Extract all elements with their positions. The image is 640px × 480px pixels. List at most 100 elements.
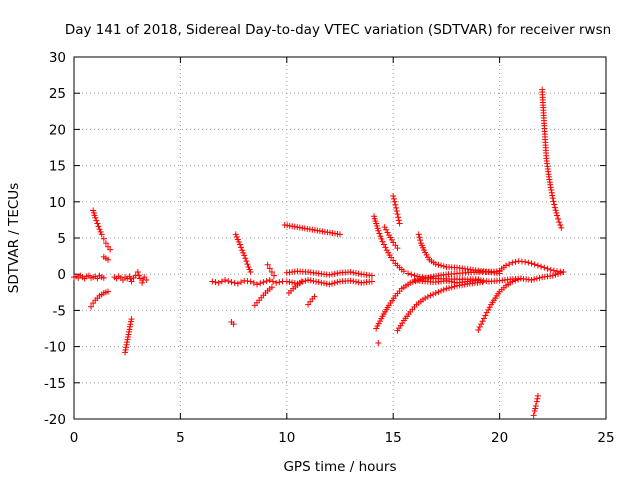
series-arc-8-down	[251, 284, 275, 309]
data-point	[525, 259, 532, 266]
data-point	[435, 261, 442, 268]
data-point	[234, 236, 241, 243]
data-point	[534, 262, 541, 269]
data-point	[428, 273, 435, 280]
x-axis-label: GPS time / hours	[283, 459, 396, 475]
data-point	[400, 268, 407, 275]
data-point	[485, 306, 492, 313]
data-point	[550, 267, 557, 274]
data-point	[268, 284, 275, 291]
data-point	[257, 280, 264, 287]
data-point	[415, 231, 422, 238]
series-band-16-23	[411, 269, 567, 286]
data-point	[268, 269, 275, 276]
data-point	[394, 245, 401, 252]
data-point	[549, 192, 556, 199]
chart-title: Day 141 of 2018, Sidereal Day-to-day VTE…	[65, 22, 611, 38]
data-point	[432, 261, 439, 268]
data-point	[289, 279, 296, 286]
x-tick-label: 5	[176, 430, 185, 446]
data-point	[350, 269, 357, 276]
x-tick-label: 20	[491, 430, 508, 446]
data-point	[241, 252, 248, 259]
data-point	[136, 275, 143, 282]
data-point	[234, 280, 241, 287]
data-point	[448, 278, 455, 285]
data-point	[105, 288, 112, 295]
data-point	[127, 275, 134, 282]
data-point	[476, 324, 483, 331]
data-point	[556, 219, 563, 226]
series-cross-arc-a	[371, 213, 482, 283]
data-point	[479, 318, 486, 325]
series-spike-22	[539, 86, 565, 231]
data-point	[215, 279, 222, 286]
data-point	[331, 279, 338, 286]
data-point	[395, 217, 402, 224]
data-point	[266, 276, 273, 283]
series-flat-6-9	[209, 276, 286, 288]
series-arc-1-up	[90, 207, 114, 253]
data-point	[334, 279, 341, 286]
data-point	[533, 275, 540, 282]
data-point	[105, 256, 112, 263]
data-point	[552, 271, 559, 278]
data-point	[547, 266, 554, 273]
data-point	[448, 284, 455, 291]
data-point	[271, 272, 278, 279]
data-point	[96, 226, 103, 233]
y-tick-label: 0	[57, 267, 66, 283]
data-point	[238, 244, 245, 251]
data-point	[551, 201, 558, 208]
y-tick-label: 10	[49, 195, 66, 211]
data-point	[422, 295, 429, 302]
data-point	[247, 278, 254, 285]
data-point	[368, 278, 375, 285]
y-tick-label: -10	[44, 340, 66, 356]
series-band-10-14	[283, 268, 375, 279]
data-point	[480, 315, 487, 322]
data-point	[547, 184, 554, 191]
data-point	[483, 309, 490, 316]
data-point	[391, 198, 398, 205]
data-point	[93, 217, 100, 224]
data-point	[530, 412, 537, 419]
data-point	[266, 265, 273, 272]
series-cross-arc-c	[390, 193, 403, 227]
data-point	[375, 339, 382, 346]
data-point	[329, 271, 336, 278]
y-axis-label: SDTVAR / TECUs	[6, 183, 22, 293]
series-band-20-23-hump	[496, 258, 567, 276]
data-point	[443, 285, 450, 292]
series-cross-arc-e	[394, 279, 486, 334]
data-point	[264, 261, 271, 268]
x-tick-label: 15	[385, 430, 402, 446]
data-point	[350, 278, 357, 285]
data-point	[430, 291, 437, 298]
data-point	[250, 279, 257, 286]
data-point	[347, 277, 354, 284]
data-point	[273, 279, 280, 286]
data-point	[541, 264, 548, 271]
data-point	[321, 280, 328, 287]
data-point	[438, 262, 445, 269]
data-point	[318, 279, 325, 286]
data-point	[486, 304, 493, 311]
data-point	[231, 279, 238, 286]
data-point	[394, 211, 401, 218]
data-point	[443, 277, 450, 284]
data-point	[390, 193, 397, 200]
data-point	[407, 279, 414, 286]
series-flat-0-1	[71, 272, 107, 282]
data-point	[228, 279, 235, 286]
data-point	[417, 237, 424, 244]
y-tick-label: 5	[57, 231, 66, 247]
data-point	[307, 277, 314, 284]
data-point	[218, 278, 225, 285]
data-point	[143, 276, 150, 283]
data-point	[538, 263, 545, 270]
series-arc-9-up	[264, 261, 278, 279]
data-point	[549, 272, 556, 279]
x-tick-label: 10	[278, 430, 295, 446]
